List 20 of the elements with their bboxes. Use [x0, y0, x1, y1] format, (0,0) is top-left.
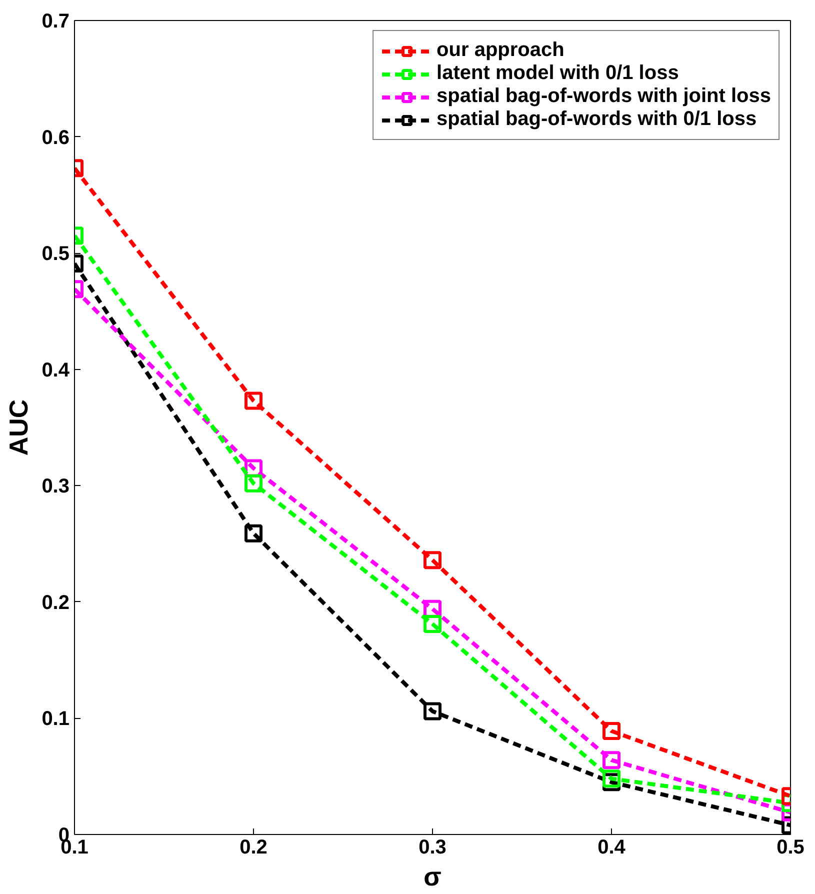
y-tick-label: 0.6 [42, 126, 70, 149]
y-tick-label: 0.7 [42, 10, 70, 32]
y-axis-title: AUC [4, 399, 34, 456]
legend-label: spatial bag-of-words with joint loss [436, 85, 771, 108]
y-tick-label: 0.2 [42, 592, 70, 614]
point [424, 702, 442, 720]
x-tick-label: 0.5 [776, 836, 804, 858]
x-tick-label: 0.4 [598, 836, 626, 858]
point [424, 551, 442, 570]
legend-label: spatial bag-of-words with 0/1 loss [436, 108, 757, 131]
legend-label: latent model with 0/1 loss [436, 62, 679, 85]
y-tick-label: 0.1 [42, 708, 70, 730]
x-tick-label: 0.3 [418, 836, 446, 858]
x-tick-label: 0.2 [240, 836, 268, 858]
legend-label: our approach [436, 39, 564, 62]
y-tick-label: 0.3 [42, 476, 70, 498]
y-tick-label: 0.4 [42, 359, 70, 382]
y-tick-label: 0.5 [42, 243, 70, 266]
point [424, 615, 442, 634]
x-axis-title: σ [424, 862, 442, 892]
